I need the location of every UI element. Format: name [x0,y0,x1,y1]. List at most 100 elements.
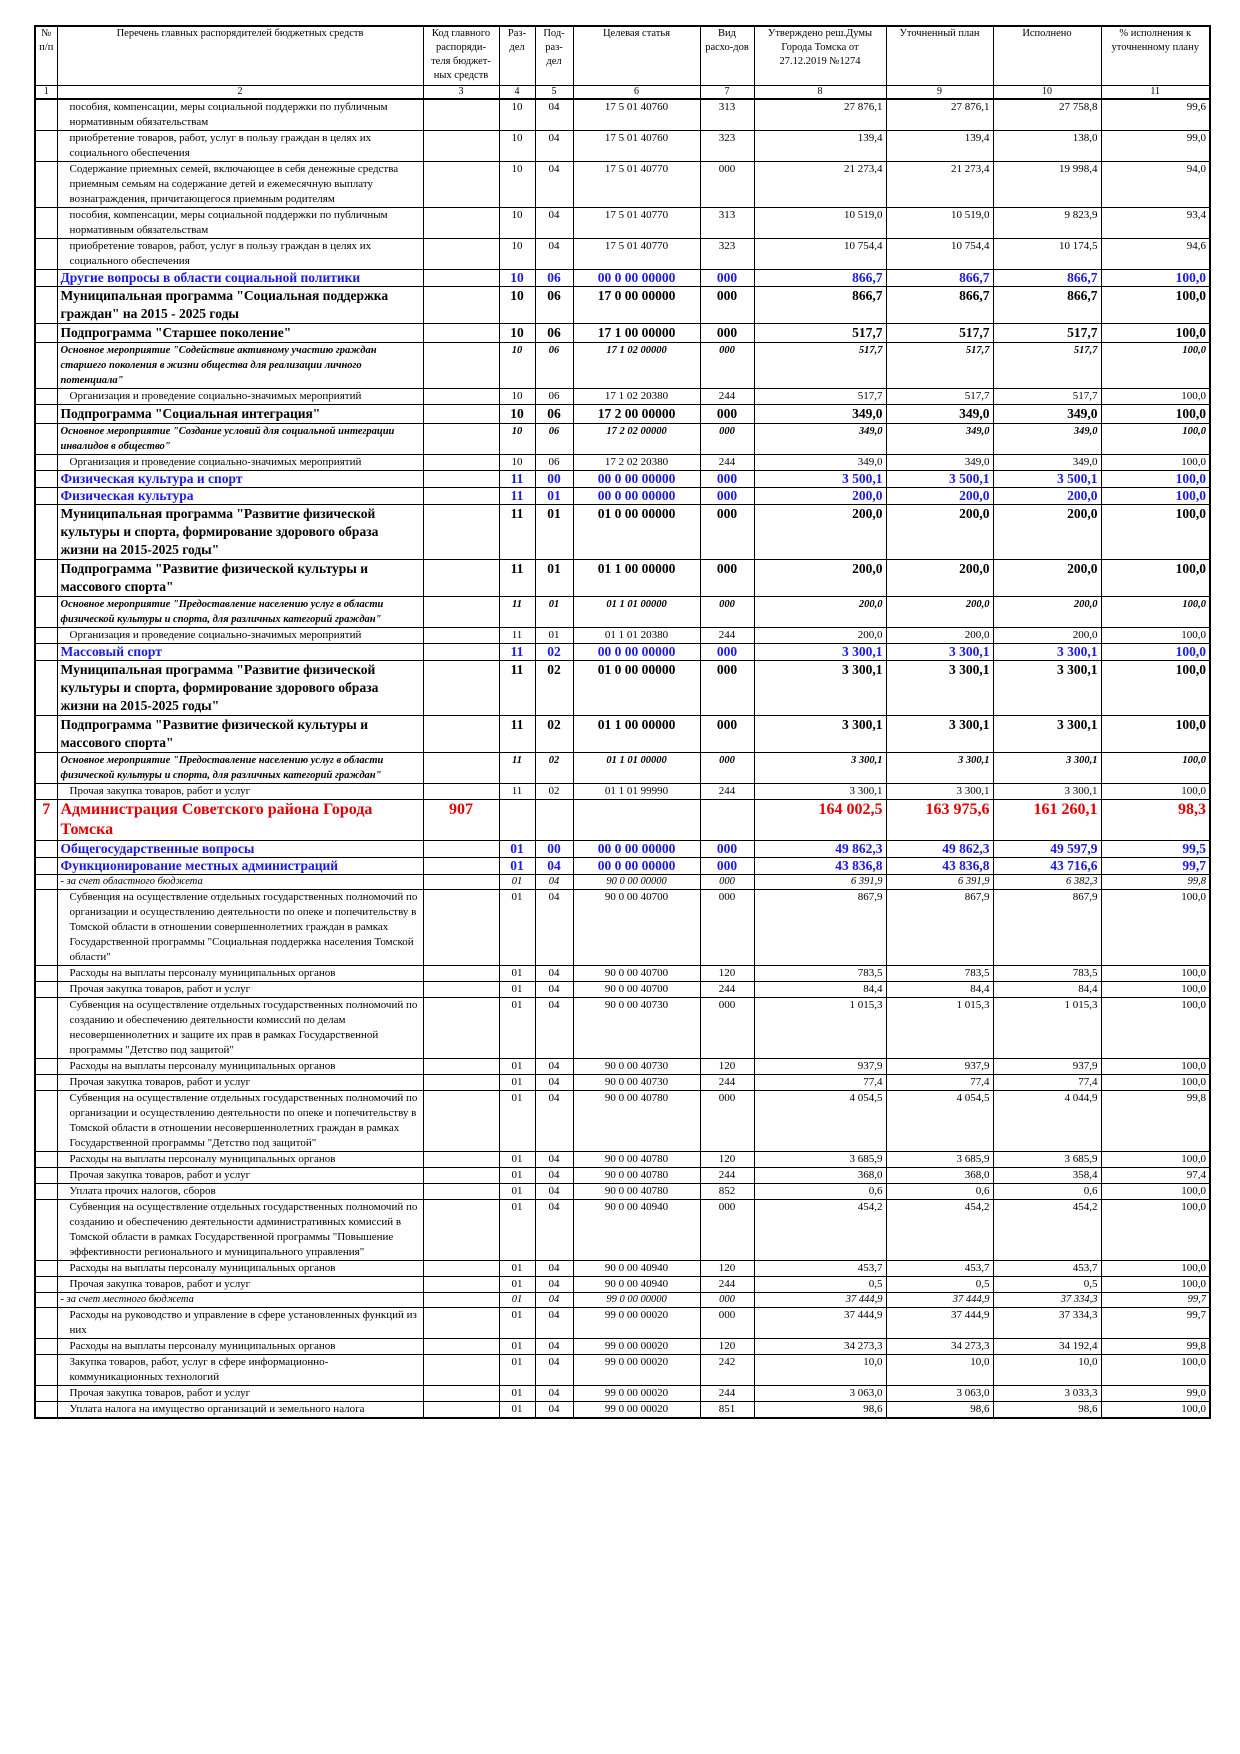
table-cell: 19 998,4 [992,161,1102,208]
table-row: Организация и проведение социально-значи… [34,388,1211,405]
table-cell: Расходы на руководство и управление в сф… [56,1307,424,1339]
table-row: Муниципальная программа "Развитие физиче… [34,504,1211,560]
table-cell: Уплата налога на имущество организаций и… [56,1401,424,1419]
table-cell: 04 [534,1058,574,1075]
table-cell: 04 [534,1338,574,1355]
table-cell: 01 1 00 00000 [572,715,701,753]
table-cell: 04 [534,1401,574,1419]
table-cell [34,857,58,875]
table-cell: 27 876,1 [753,98,887,131]
table-cell [34,1292,58,1308]
table-cell [422,207,500,239]
table-cell: 517,7 [753,323,887,343]
column-header: № п/п [34,25,58,86]
table-cell: 34 273,3 [885,1338,994,1355]
table-cell: 100,0 [1100,454,1211,471]
table-cell: 000 [699,487,755,505]
table-cell: 454,2 [885,1199,994,1261]
table-cell: Расходы на выплаты персоналу муниципальн… [56,1058,424,1075]
table-cell: 1 015,3 [753,997,887,1059]
table-cell: 6 382,3 [992,874,1102,890]
table-cell [34,207,58,239]
table-cell: Основное мероприятие "Предоставление нас… [56,752,424,784]
table-cell: 120 [699,1338,755,1355]
table-cell [34,1167,58,1184]
table-cell: 349,0 [753,423,887,455]
table-cell: 100,0 [1100,342,1211,389]
table-row: Основное мероприятие "Предоставление нас… [34,752,1211,784]
table-cell: 01 [498,965,536,982]
table-row: Массовый спорт 11 02 00 0 00 00000 000 3 300,… [34,643,1211,661]
table-cell [422,1183,500,1200]
table-cell: 000 [699,1307,755,1339]
table-cell [34,1260,58,1277]
table-cell: 11 [498,470,536,488]
table-cell: 11 [498,752,536,784]
budget-table: № п/п Перечень главных распорядителей бюд… [34,25,1211,1419]
table-cell: 04 [534,207,574,239]
table-cell: 43 716,6 [992,857,1102,875]
column-number: 6 [572,85,701,100]
table-cell: 01 [534,627,574,644]
table-cell [422,1199,500,1261]
table-cell: 244 [699,981,755,998]
table-cell [422,965,500,982]
column-header: Под-раз-дел [534,25,574,86]
table-cell: 01 [498,997,536,1059]
table-cell: - за счет местного бюджета [56,1292,424,1308]
table-cell: 02 [534,783,574,800]
table-cell: Администрация Советского района Города Т… [56,799,424,841]
table-cell: 000 [699,323,755,343]
table-cell: Расходы на выплаты персоналу муниципальн… [56,1260,424,1277]
table-cell: 3 033,3 [992,1385,1102,1402]
table-cell [422,470,500,488]
column-number: 2 [56,85,424,100]
table-cell: 37 334,3 [992,1307,1102,1339]
table-row: Содержание приемных семей, включающее в … [34,161,1211,208]
table-cell: 01 [498,1338,536,1355]
table-cell [422,889,500,966]
table-cell: 9 823,9 [992,207,1102,239]
table-cell [34,130,58,162]
table-cell: 10 754,4 [753,238,887,270]
table-cell [422,997,500,1059]
table-cell: 6 391,9 [885,874,994,890]
table-cell: 01 1 01 20380 [572,627,701,644]
table-cell: 10 [498,454,536,471]
table-cell: 00 0 00 00000 [572,269,701,287]
table-cell [34,404,58,424]
table-cell: 000 [699,423,755,455]
table-cell: 200,0 [992,504,1102,560]
column-header: Перечень главных распорядителей бюджетны… [56,25,424,86]
table-cell: 100,0 [1100,504,1211,560]
table-cell: 04 [534,1276,574,1293]
table-cell: 100,0 [1100,1276,1211,1293]
table-cell: 000 [699,857,755,875]
table-cell [422,286,500,324]
table-cell: 244 [699,454,755,471]
table-cell: 3 300,1 [885,643,994,661]
table-cell: Прочая закупка товаров, работ и услуг [56,1385,424,1402]
table-cell: 34 273,3 [753,1338,887,1355]
table-cell: 01 [498,840,536,858]
table-cell [422,874,500,890]
table-cell: 98,6 [992,1401,1102,1419]
table-cell: 200,0 [753,627,887,644]
table-cell [572,799,701,841]
table-cell: 01 [498,981,536,998]
table-cell: 99,0 [1100,1385,1211,1402]
table-cell: Закупка товаров, работ, услуг в сфере ин… [56,1354,424,1386]
table-cell: 100,0 [1100,1058,1211,1075]
table-cell: 10 [498,342,536,389]
table-cell: 139,4 [753,130,887,162]
table-cell [34,470,58,488]
table-cell: 99,7 [1100,1307,1211,1339]
table-cell: 77,4 [992,1074,1102,1091]
table-cell: 000 [699,161,755,208]
table-cell: 49 862,3 [885,840,994,858]
table-cell: 3 063,0 [753,1385,887,1402]
table-cell: 454,2 [992,1199,1102,1261]
table-cell: 358,4 [992,1167,1102,1184]
table-cell: 517,7 [992,342,1102,389]
table-cell: Физическая культура и спорт [56,470,424,488]
